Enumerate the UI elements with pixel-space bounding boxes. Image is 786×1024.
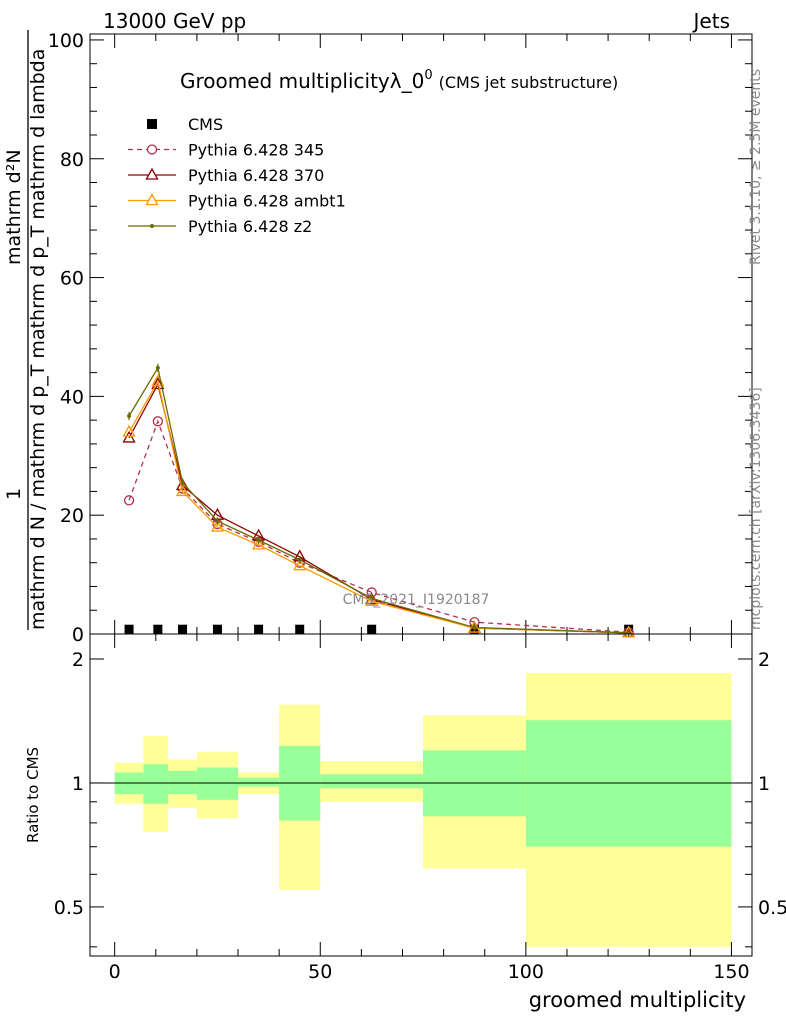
legend-label: CMS	[188, 115, 223, 134]
ratio-y-tick-labels: 0.5 0.5 1 1 2 2	[54, 649, 786, 919]
rivet-version-label: Rivet 3.1.10, ≥ 2.5M events	[748, 69, 764, 265]
series-marker	[152, 416, 163, 427]
ratio-inner-band	[143, 764, 169, 804]
legend-marker	[145, 167, 159, 180]
ratio-axis-ticks	[90, 634, 752, 956]
y-tick-label: 60	[60, 268, 84, 290]
header-left-label: 13000 GeV pp	[103, 9, 246, 33]
ratio-inner-band	[320, 774, 424, 789]
ratio-inner-band	[196, 767, 239, 800]
x-tick-label: 100	[508, 961, 544, 983]
main-y-axis-label: mathrm d N / mathrm d p_T mathrm d p_T m…	[3, 30, 49, 630]
x-tick-label: 50	[308, 961, 332, 983]
main-axis-ticks	[90, 34, 752, 635]
ratio-inner-band	[168, 770, 197, 795]
header-right-label: Jets	[692, 9, 730, 33]
series-marker	[210, 519, 225, 532]
series-marker	[122, 430, 136, 443]
ratio-inner-band	[238, 777, 280, 787]
y-label-numerator: mathrm d²N	[3, 149, 25, 265]
plot-title: Groomed multiplicityλ_00 (CMS jet substru…	[180, 68, 618, 93]
ratio-y-tick-label: 0.5	[54, 897, 84, 919]
legend: CMS Pythia 6.428 345 Pythia 6.428 370 Pythi…	[128, 115, 346, 236]
ratio-y-tick-label-right: 1	[758, 773, 770, 795]
series-marker	[365, 593, 379, 606]
main-series-group	[122, 363, 636, 638]
legend-label: Pythia 6.428 ambt1	[188, 192, 346, 211]
ratio-inner-band	[525, 720, 732, 847]
x-axis-label: groomed multiplicity	[529, 988, 746, 1012]
x-tick-labels: 0 50 100 150	[109, 961, 750, 983]
legend-label: Pythia 6.428 z2	[188, 217, 312, 236]
y-tick-label: 20	[60, 505, 84, 527]
ratio-uncertainty-bands	[114, 672, 732, 947]
ratio-y-tick-label: 1	[72, 773, 84, 795]
y-tick-label: 80	[60, 149, 84, 171]
ratio-y-tick-label: 2	[72, 649, 84, 671]
cms-data-point	[212, 624, 222, 634]
series-marker	[251, 537, 266, 550]
series-line	[128, 419, 629, 633]
ratio-y-tick-label-right: 0.5	[758, 897, 786, 919]
series-marker	[293, 558, 307, 571]
series-marker	[175, 484, 190, 497]
y-tick-label: 0	[72, 624, 84, 646]
analysis-watermark: CMS_2021_I1920187	[343, 592, 490, 608]
ratio-y-tick-label-right: 2	[758, 649, 770, 671]
cms-data-point	[124, 624, 134, 634]
y-tick-label: 40	[60, 386, 84, 408]
series-marker	[123, 495, 135, 506]
cms-data-point	[254, 624, 264, 634]
mcplots-label: mcplots.cern.ch [arXiv:1306.3436]	[748, 387, 764, 630]
legend-marker	[145, 193, 159, 206]
ratio-plot-frame	[89, 633, 753, 957]
y-label-denominator: mathrm d N / mathrm d p_T mathrm d p_T m…	[27, 49, 49, 630]
cms-data-point	[367, 624, 377, 634]
legend-marker	[146, 144, 158, 155]
legend-label: Pythia 6.428 345	[188, 141, 324, 160]
legend-label: Pythia 6.428 370	[188, 166, 324, 185]
x-tick-label: 150	[713, 961, 749, 983]
cms-data-point	[295, 624, 305, 634]
series-line	[128, 379, 629, 634]
y-tick-label: 100	[48, 30, 84, 52]
ratio-y-axis-label: Ratio to CMS	[24, 747, 42, 843]
legend-marker	[150, 224, 154, 228]
cms-data-point	[178, 624, 188, 634]
series-marker	[122, 424, 136, 437]
cms-data-point	[153, 624, 163, 634]
x-tick-label: 0	[109, 961, 121, 983]
main-y-tick-labels: 0 20 40 60 80 100	[48, 30, 84, 646]
y-label-one: 1	[3, 488, 25, 500]
legend-marker	[147, 119, 157, 129]
